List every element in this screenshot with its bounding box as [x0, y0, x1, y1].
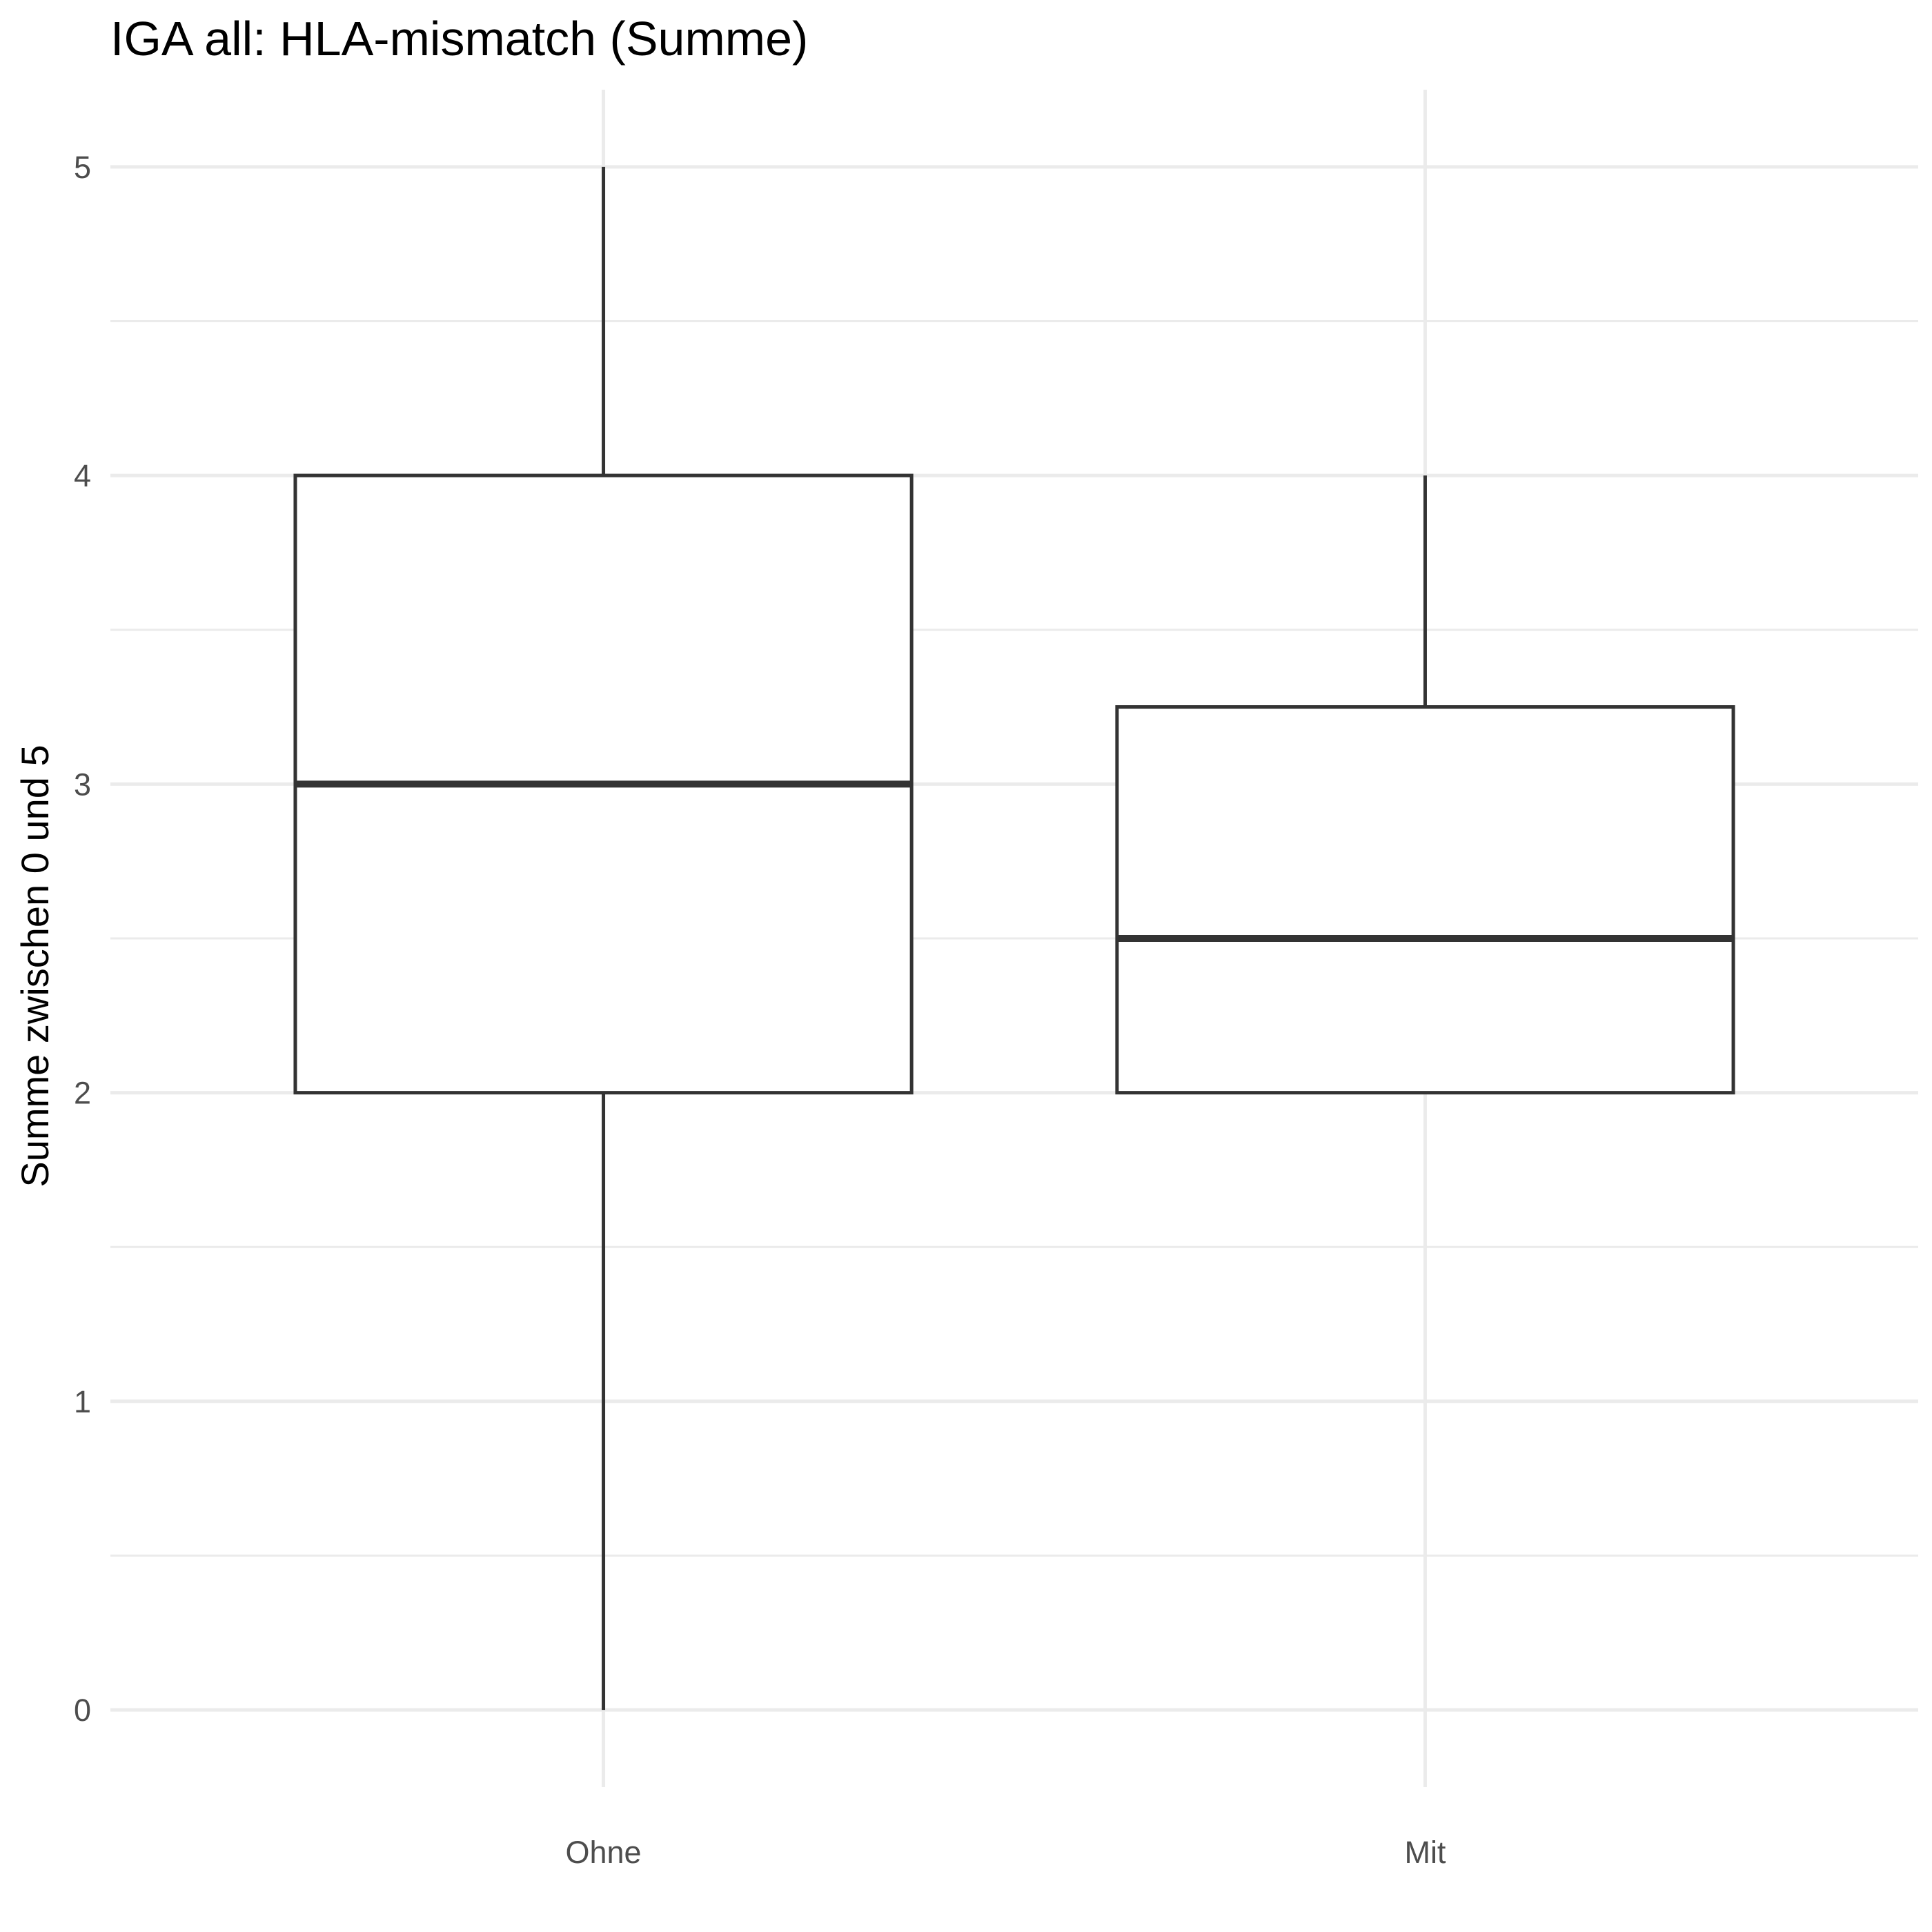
y-axis-title: Summe zwischen 0 und 5: [13, 745, 57, 1187]
box-mit: [1115, 475, 1735, 1095]
y-tick-label: 2: [74, 1076, 91, 1111]
y-tick-label: 4: [74, 458, 91, 493]
y-tick-label: 0: [74, 1693, 91, 1728]
box-ohne: [293, 166, 914, 1711]
y-tick-label: 1: [74, 1384, 91, 1419]
box-layer: [293, 166, 1735, 1711]
tick-layer: 0 1 2 3 4 5 Ohne Mit: [74, 150, 1446, 1870]
x-tick-label: Mit: [1404, 1835, 1446, 1870]
y-tick-label: 3: [74, 767, 91, 802]
x-tick-label: Ohne: [565, 1835, 641, 1870]
chart-title: IGA all: HLA-mismatch (Summe): [110, 12, 808, 66]
y-tick-label: 5: [74, 150, 91, 185]
iqr-box: [1115, 705, 1735, 1095]
